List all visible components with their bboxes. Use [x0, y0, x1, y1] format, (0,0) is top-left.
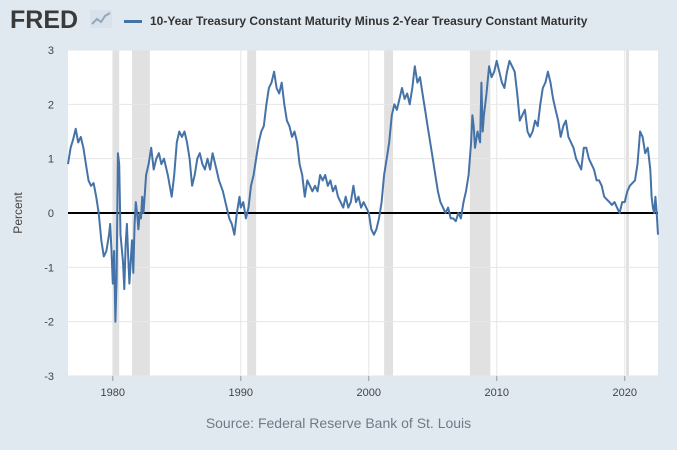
x-tick-label: 2010: [484, 387, 508, 399]
y-tick-label: -3: [44, 371, 54, 383]
y-tick-label: -2: [44, 317, 54, 329]
header: FRED 10-Year Treasury Constant Maturity …: [10, 6, 670, 34]
x-tick-label: 2020: [612, 387, 636, 399]
x-tick-label: 1980: [101, 387, 125, 399]
y-tick-label: 2: [48, 99, 54, 111]
x-tick-label: 2000: [357, 387, 381, 399]
y-axis-label: Percent: [11, 192, 25, 234]
series-line: [67, 59, 659, 323]
y-tick-label: 3: [48, 45, 54, 57]
fred-graph-icon: [90, 10, 112, 28]
legend[interactable]: 10-Year Treasury Constant Maturity Minus…: [124, 14, 587, 28]
legend-label: 10-Year Treasury Constant Maturity Minus…: [150, 14, 588, 28]
y-tick-label: 0: [48, 208, 54, 220]
fred-logo[interactable]: FRED: [10, 6, 79, 34]
x-tick-label: 1990: [229, 387, 253, 399]
y-tick-label: -1: [44, 262, 54, 274]
source-note: Source: Federal Reserve Bank of St. Loui…: [205, 415, 472, 431]
y-tick-label: 1: [48, 154, 54, 166]
legend-swatch: [124, 19, 142, 23]
